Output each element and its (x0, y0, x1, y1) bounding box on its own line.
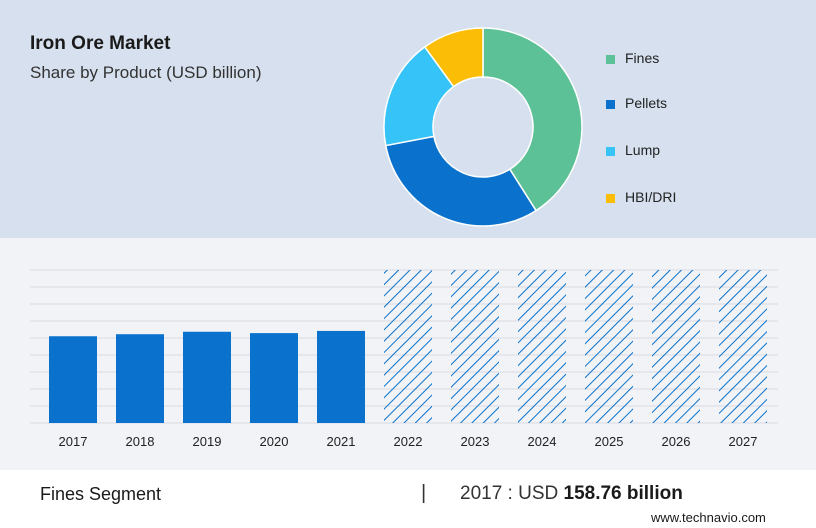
x-tick-label-2022: 2022 (394, 434, 423, 449)
forecast-bar-2026 (652, 270, 700, 423)
segment-value-amount: 158.76 billion (563, 483, 683, 504)
x-tick-label-2020: 2020 (260, 434, 289, 449)
x-tick-label-2025: 2025 (595, 434, 624, 449)
header-panel: Iron Ore Market Share by Product (USD bi… (0, 0, 816, 238)
legend-label-pellets: Pellets (625, 95, 668, 111)
legend-item-fines: Fines (606, 50, 746, 70)
forecast-bar-2027 (719, 270, 767, 423)
bar-2019 (183, 331, 231, 423)
legend-swatch-fines (606, 55, 615, 64)
bar-2021 (317, 330, 365, 423)
segment-value: 2017 : USD 158.76 billion (460, 483, 683, 505)
bar-2017 (49, 336, 97, 423)
legend-label-hbi-dri: HBI/DRI (625, 189, 677, 205)
legend-item-pellets: Pellets (606, 95, 746, 115)
donut-chart (383, 27, 583, 227)
x-tick-label-2021: 2021 (327, 434, 356, 449)
x-tick-label-2018: 2018 (126, 434, 155, 449)
segment-label: Fines Segment (40, 484, 162, 504)
bar-2018 (116, 334, 164, 423)
x-tick-label-2019: 2019 (193, 434, 222, 449)
bar-2020 (250, 333, 298, 423)
legend-swatch-lump (606, 147, 615, 156)
segment-value-prefix: 2017 : USD (460, 483, 564, 504)
legend-item-lump: Lump (606, 142, 746, 162)
page-subtitle: Share by Product (USD billion) (30, 63, 262, 82)
footer: Fines Segment | 2017 : USD 158.76 billio… (0, 470, 816, 528)
x-tick-label-2017: 2017 (59, 434, 88, 449)
donut-slice-pellets (384, 135, 538, 227)
page-title: Iron Ore Market (30, 33, 171, 54)
forecast-bar-2023 (451, 270, 499, 423)
site-url: www.technavio.com (651, 510, 766, 525)
legend-swatch-pellets (606, 100, 615, 109)
x-tick-label-2027: 2027 (729, 434, 758, 449)
forecast-bar-2025 (585, 270, 633, 423)
donut-slice-hbi-dri (423, 27, 484, 88)
legend-swatch-hbi-dri (606, 194, 615, 203)
legend-label-lump: Lump (625, 142, 661, 158)
forecast-bar-2024 (518, 270, 566, 423)
footer-divider: | (421, 482, 427, 504)
x-tick-label-2026: 2026 (662, 434, 691, 449)
legend-label-fines: Fines (625, 50, 660, 66)
legend-item-hbi-dri: HBI/DRI (606, 189, 746, 209)
x-tick-label-2024: 2024 (528, 434, 557, 449)
x-tick-label-2023: 2023 (461, 434, 490, 449)
bar-chart: 2017 2018 2019 2020 2021 2022 2023 2024 2025 2026… (30, 269, 778, 449)
forecast-bar-2022 (384, 270, 432, 423)
donut-slice-fines (482, 27, 583, 212)
